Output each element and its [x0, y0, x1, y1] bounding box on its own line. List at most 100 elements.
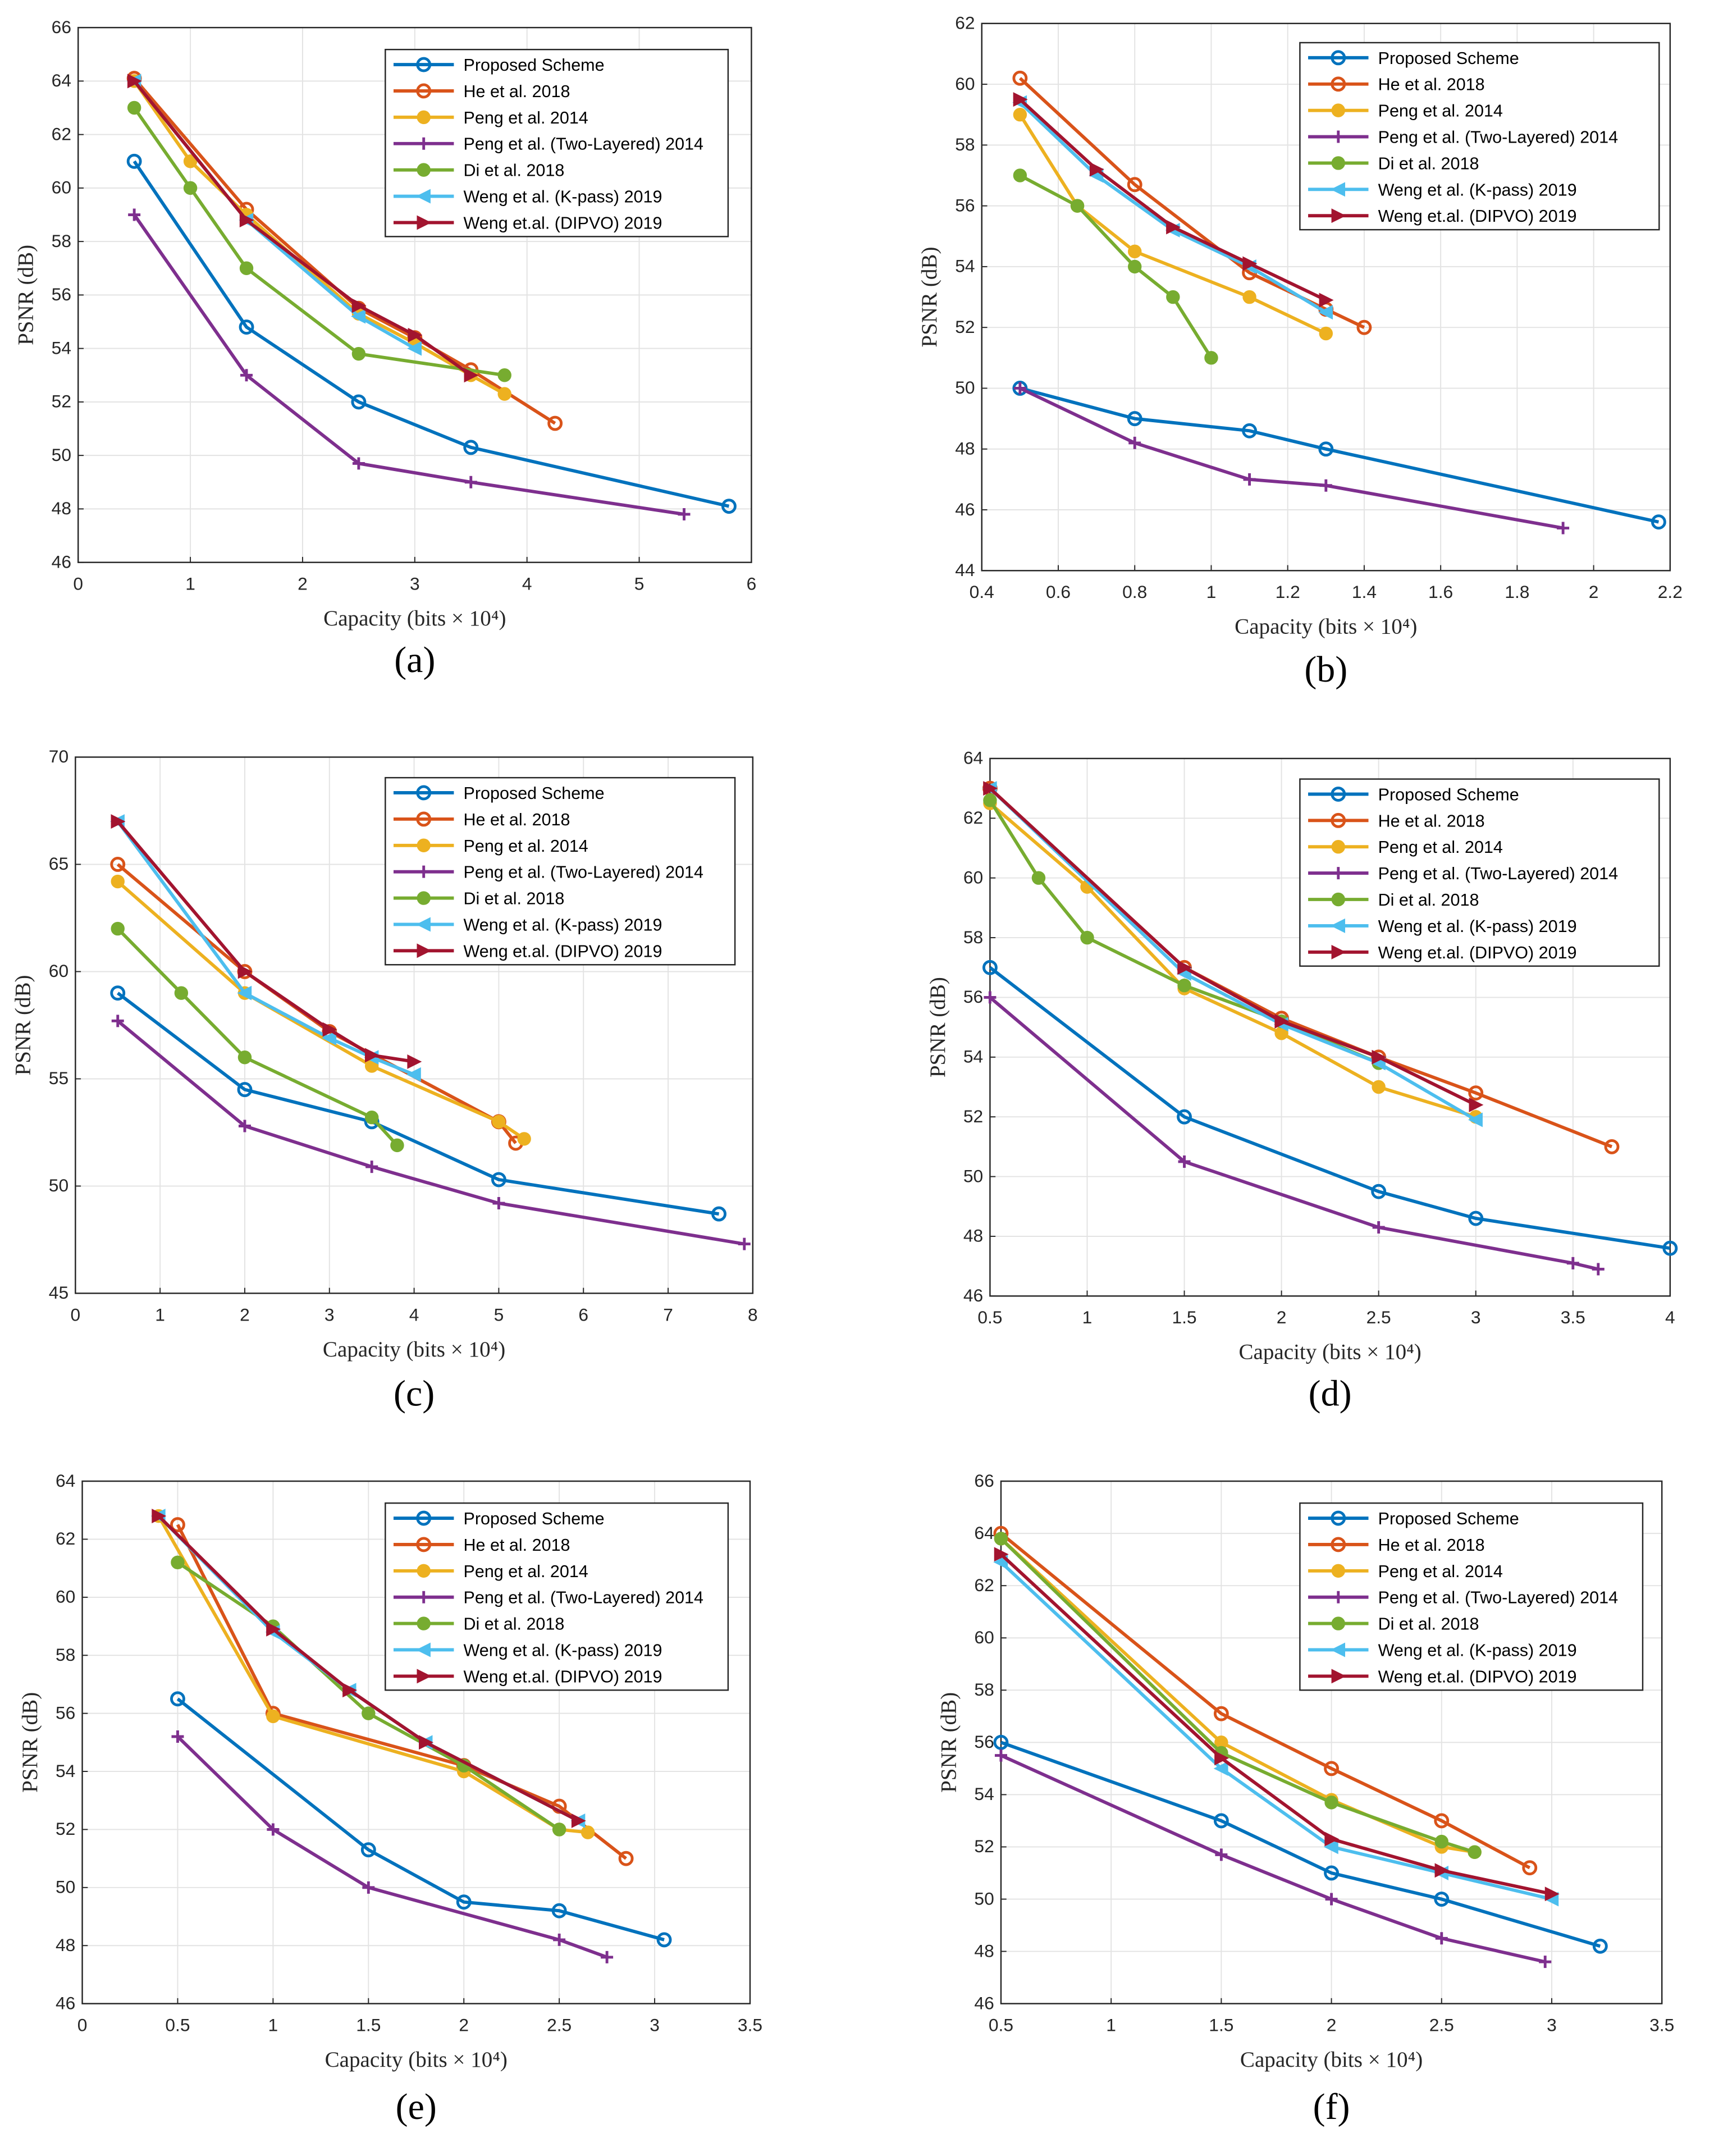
x-tick-label: 3 — [1547, 2015, 1557, 2035]
axes-box — [81, 1480, 751, 2004]
series-line — [1020, 386, 1660, 524]
y-tick-label: 62 — [955, 13, 975, 33]
x-tick-label: 2 — [298, 574, 308, 594]
data-point — [1372, 1049, 1387, 1065]
data-point — [1544, 1886, 1560, 1902]
data-point — [1331, 208, 1346, 223]
data-point — [128, 208, 141, 221]
series-2 — [1013, 108, 1333, 341]
y-axis-label: PSNR (dB) — [917, 247, 941, 348]
data-point — [1215, 1848, 1228, 1861]
data-point — [1331, 182, 1345, 197]
data-point — [417, 215, 432, 230]
series-3 — [111, 1015, 751, 1250]
y-axis-label: PSNR (dB) — [11, 975, 35, 1075]
data-point — [364, 1048, 380, 1063]
data-point — [111, 874, 125, 889]
data-point — [127, 74, 142, 89]
data-point — [416, 811, 432, 827]
data-point — [1324, 1831, 1340, 1847]
y-tick-label: 50 — [52, 445, 71, 465]
y-tick-label: 64 — [52, 70, 71, 90]
data-point — [1013, 168, 1027, 182]
data-point — [407, 1054, 422, 1069]
data-point — [571, 1813, 586, 1828]
legend-entry: Di et al. 2018 — [1378, 154, 1479, 173]
data-point — [492, 1197, 505, 1210]
data-point — [1127, 177, 1142, 193]
data-point — [1566, 1257, 1579, 1269]
data-point — [1434, 1892, 1450, 1907]
x-tick-label: 0.5 — [165, 2015, 190, 2035]
data-point — [417, 110, 431, 125]
data-point — [408, 327, 423, 342]
data-point — [1332, 1591, 1345, 1604]
data-point — [581, 1825, 595, 1839]
data-point — [239, 213, 254, 228]
data-point — [170, 1517, 185, 1533]
data-point — [1013, 382, 1026, 395]
data-point — [239, 319, 254, 335]
legend-entry: Weng et al. (K-pass) 2019 — [1378, 1641, 1577, 1660]
y-tick-label: 66 — [52, 17, 71, 37]
x-tick-label: 1.5 — [1209, 2015, 1233, 2035]
legend: Proposed Scheme He et al. 2018 Peng et al.… — [385, 1502, 729, 1691]
x-axis-label: Capacity (bits × 10⁴) — [323, 1337, 505, 1362]
data-point — [994, 1547, 1009, 1562]
data-point — [1522, 1860, 1538, 1876]
data-point — [1604, 1139, 1620, 1154]
x-tick-label: 1.2 — [1276, 582, 1300, 602]
data-point — [183, 154, 198, 168]
y-tick-label: 58 — [56, 1645, 75, 1665]
y-tick-label: 52 — [56, 1819, 75, 1839]
legend-entry: Di et al. 2018 — [464, 889, 565, 908]
data-point — [1166, 220, 1181, 235]
x-tick-label: 5 — [494, 1304, 504, 1324]
y-tick-label: 50 — [974, 1888, 994, 1908]
data-point — [416, 83, 432, 99]
data-point — [1031, 871, 1046, 885]
y-tick-label: 60 — [963, 867, 983, 887]
x-axis-label: Capacity (bits × 10⁴) — [1240, 2048, 1423, 2072]
series-0 — [170, 1691, 672, 1948]
data-point — [417, 1616, 431, 1630]
data-point — [322, 1030, 336, 1045]
data-point — [984, 991, 997, 1004]
y-tick-label: 50 — [963, 1166, 983, 1186]
legend-entry: Peng et al. 2014 — [1378, 102, 1503, 121]
x-tick-label: 0.8 — [1122, 582, 1147, 602]
data-point — [1213, 1761, 1228, 1776]
x-tick-label: 7 — [663, 1304, 673, 1324]
x-tick-label: 5 — [634, 574, 645, 594]
y-tick-label: 48 — [52, 498, 71, 518]
x-axis-label: Capacity (bits × 10⁴) — [325, 2048, 508, 2072]
y-tick-label: 48 — [955, 438, 975, 459]
x-tick-label: 2.5 — [1366, 1307, 1391, 1327]
legend-entry: Proposed Scheme — [1378, 1509, 1519, 1528]
data-point — [1324, 1796, 1338, 1810]
legend-entry: Weng et.al. (DIPVO) 2019 — [464, 213, 662, 232]
data-point — [111, 814, 126, 829]
legend-entry: He et al. 2018 — [464, 1536, 570, 1555]
data-point — [365, 1161, 378, 1173]
data-point — [1557, 522, 1570, 535]
y-tick-label: 44 — [955, 560, 975, 580]
legend-entry: Weng et al. (K-pass) 2019 — [464, 915, 662, 934]
y-tick-label: 56 — [955, 195, 975, 215]
data-point — [364, 1111, 379, 1125]
data-point — [1128, 244, 1142, 259]
legend-entry: Peng et al. 2014 — [1378, 1562, 1503, 1581]
panel-label: (b) — [1304, 649, 1347, 690]
legend-entry: Weng et.al. (DIPVO) 2019 — [1378, 1667, 1577, 1686]
y-tick-label: 58 — [52, 231, 71, 251]
legend-entry: Proposed Scheme — [464, 784, 605, 803]
data-point — [491, 1172, 506, 1187]
data-point — [1324, 1865, 1340, 1881]
y-axis-label: PSNR (dB) — [926, 977, 950, 1077]
data-point — [351, 309, 366, 324]
legend-entry: Weng et.al. (DIPVO) 2019 — [464, 942, 662, 961]
data-point — [547, 415, 563, 431]
